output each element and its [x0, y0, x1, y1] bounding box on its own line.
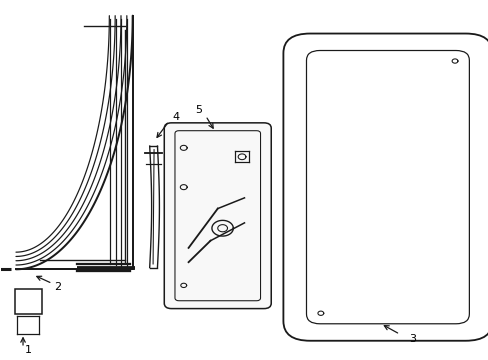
Text: 3: 3 — [408, 334, 415, 344]
Text: 5: 5 — [194, 105, 202, 115]
FancyBboxPatch shape — [283, 33, 488, 341]
Text: 2: 2 — [54, 282, 61, 292]
Bar — [15, 289, 41, 314]
Text: 4: 4 — [173, 112, 180, 122]
FancyBboxPatch shape — [164, 123, 271, 309]
Text: 1: 1 — [25, 345, 32, 355]
